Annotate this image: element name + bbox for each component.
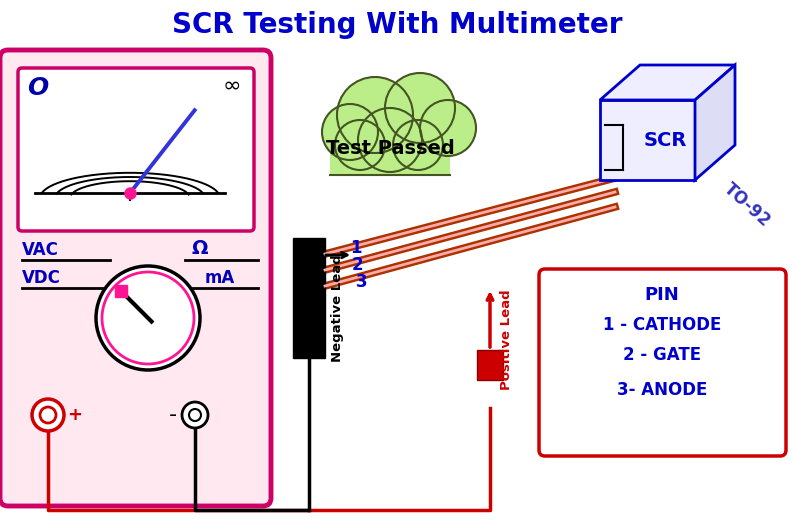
- Circle shape: [337, 77, 413, 153]
- Text: SCR: SCR: [643, 131, 687, 150]
- Text: PIN: PIN: [645, 286, 680, 304]
- Circle shape: [385, 73, 455, 143]
- Text: 3: 3: [356, 273, 367, 291]
- Text: SCR Testing With Multimeter: SCR Testing With Multimeter: [172, 11, 622, 39]
- Polygon shape: [695, 65, 735, 180]
- Text: ∞: ∞: [223, 76, 241, 96]
- Circle shape: [40, 407, 56, 423]
- Circle shape: [358, 108, 422, 172]
- Text: Ω: Ω: [192, 238, 208, 258]
- Text: 2: 2: [352, 256, 363, 274]
- Text: Test Passed: Test Passed: [326, 139, 455, 158]
- Circle shape: [420, 100, 476, 156]
- Circle shape: [189, 409, 201, 421]
- Text: O: O: [27, 76, 48, 100]
- Text: 3- ANODE: 3- ANODE: [617, 381, 708, 399]
- Circle shape: [393, 120, 443, 170]
- Text: mA: mA: [205, 269, 235, 287]
- Text: VDC: VDC: [22, 269, 61, 287]
- FancyBboxPatch shape: [600, 100, 695, 180]
- Bar: [477, 350, 503, 380]
- Circle shape: [182, 402, 208, 428]
- Circle shape: [335, 120, 385, 170]
- Circle shape: [96, 266, 200, 370]
- Circle shape: [322, 104, 378, 160]
- Text: +: +: [67, 406, 82, 424]
- Bar: [330, 145, 450, 175]
- Bar: [293, 238, 325, 358]
- Circle shape: [32, 399, 64, 431]
- Text: VAC: VAC: [22, 241, 59, 259]
- FancyBboxPatch shape: [18, 68, 254, 231]
- Circle shape: [102, 272, 194, 364]
- Text: TO-92: TO-92: [720, 179, 774, 230]
- Text: 2 - GATE: 2 - GATE: [623, 346, 701, 364]
- Text: Positive Lead: Positive Lead: [501, 290, 514, 390]
- Text: 1 - CATHODE: 1 - CATHODE: [603, 316, 721, 334]
- FancyBboxPatch shape: [0, 50, 271, 506]
- Text: Negative Lead: Negative Lead: [331, 254, 343, 362]
- Text: 1: 1: [350, 239, 362, 257]
- FancyBboxPatch shape: [539, 269, 786, 456]
- Polygon shape: [600, 65, 735, 100]
- Text: -: -: [169, 405, 177, 425]
